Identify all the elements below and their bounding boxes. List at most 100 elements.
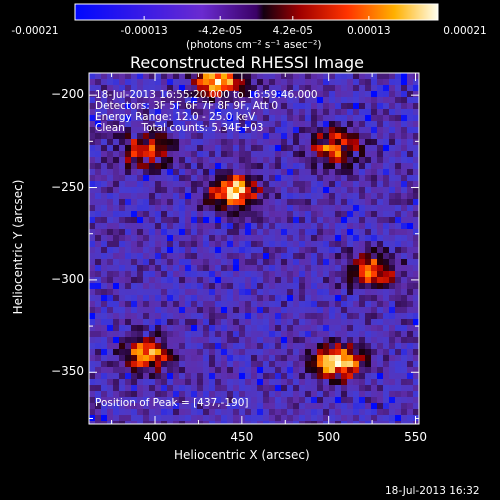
heatmap-cell — [209, 307, 215, 313]
heatmap-cell — [251, 97, 257, 103]
heatmap-cell — [401, 205, 407, 211]
heatmap-cell — [251, 265, 257, 271]
heatmap-cell — [209, 379, 215, 385]
heatmap-cell — [161, 139, 167, 145]
heatmap-cell — [209, 157, 215, 163]
heatmap-cell — [197, 109, 203, 115]
heatmap-cell — [155, 325, 161, 331]
heatmap-cell — [155, 373, 161, 379]
heatmap-cell — [329, 391, 335, 397]
heatmap-cell — [191, 331, 197, 337]
heatmap-cell — [293, 391, 299, 397]
heatmap-cell — [131, 109, 137, 115]
heatmap-cell — [371, 337, 377, 343]
heatmap-cell — [269, 307, 275, 313]
heatmap-cell — [365, 79, 371, 85]
heatmap-cell — [269, 127, 275, 133]
heatmap-cell — [197, 343, 203, 349]
colorbar-tick-label: -0.00013 — [120, 25, 168, 37]
heatmap-cell — [173, 349, 179, 355]
heatmap-cell — [275, 403, 281, 409]
heatmap-cell — [395, 181, 401, 187]
heatmap-cell — [155, 313, 161, 319]
heatmap-cell — [239, 349, 245, 355]
heatmap-cell — [95, 223, 101, 229]
heatmap-cell — [233, 343, 239, 349]
heatmap-cell — [341, 139, 347, 145]
heatmap-cell — [281, 181, 287, 187]
heatmap-cell — [167, 187, 173, 193]
heatmap-cell — [257, 373, 263, 379]
heatmap-cell — [335, 253, 341, 259]
heatmap-cell — [335, 421, 341, 424]
heatmap-cell — [323, 295, 329, 301]
heatmap-cell — [113, 217, 119, 223]
heatmap-cell — [113, 175, 119, 181]
heatmap-cell — [203, 121, 209, 127]
heatmap-cell — [413, 229, 419, 235]
heatmap-cell — [137, 361, 143, 367]
heatmap-cell — [173, 307, 179, 313]
heatmap-cell — [401, 283, 407, 289]
heatmap-cell — [137, 145, 143, 151]
heatmap-cell — [371, 367, 377, 373]
heatmap-cell — [353, 379, 359, 385]
heatmap-cell — [395, 103, 401, 109]
heatmap-cell — [221, 325, 227, 331]
heatmap-cell — [269, 151, 275, 157]
heatmap-cell — [329, 103, 335, 109]
heatmap-cell — [161, 265, 167, 271]
heatmap-cell — [353, 145, 359, 151]
heatmap-cell — [257, 259, 263, 265]
heatmap-cell — [245, 337, 251, 343]
heatmap-cell — [287, 385, 293, 391]
heatmap-cell — [401, 289, 407, 295]
heatmap-cell — [251, 343, 257, 349]
heatmap-cell — [311, 109, 317, 115]
heatmap-cell — [197, 397, 203, 403]
heatmap-cell — [245, 241, 251, 247]
heatmap-cell — [263, 325, 269, 331]
heatmap-cell — [155, 277, 161, 283]
heatmap-cell — [311, 247, 317, 253]
heatmap-cell — [269, 97, 275, 103]
heatmap-cell — [209, 187, 215, 193]
heatmap-cell — [335, 331, 341, 337]
heatmap-cell — [149, 325, 155, 331]
heatmap-cell — [233, 247, 239, 253]
heatmap-cell — [149, 253, 155, 259]
heatmap-cell — [185, 85, 191, 91]
heatmap-cell — [383, 361, 389, 367]
heatmap-cell — [383, 319, 389, 325]
heatmap-cell — [233, 199, 239, 205]
heatmap-cell — [311, 319, 317, 325]
heatmap-cell — [293, 205, 299, 211]
heatmap-cell — [221, 349, 227, 355]
heatmap-cell — [311, 385, 317, 391]
heatmap-cell — [155, 115, 161, 121]
heatmap-cell — [317, 373, 323, 379]
heatmap-cell — [293, 187, 299, 193]
heatmap-cell — [317, 193, 323, 199]
heatmap-cell — [383, 145, 389, 151]
y-tick-label: −350 — [51, 364, 84, 379]
heatmap-cell — [395, 391, 401, 397]
heatmap-cell — [383, 289, 389, 295]
heatmap-cell — [281, 325, 287, 331]
heatmap-cell — [233, 253, 239, 259]
heatmap-cell — [137, 349, 143, 355]
heatmap-cell — [329, 73, 335, 79]
heatmap-cell — [299, 241, 305, 247]
heatmap-cell — [149, 289, 155, 295]
heatmap-cell — [203, 91, 209, 97]
heatmap-cell — [347, 241, 353, 247]
heatmap-cell — [401, 373, 407, 379]
heatmap-cell — [401, 223, 407, 229]
heatmap-cell — [221, 175, 227, 181]
heatmap-cell — [161, 241, 167, 247]
heatmap-cell — [329, 97, 335, 103]
heatmap-cell — [287, 343, 293, 349]
heatmap-cell — [143, 151, 149, 157]
heatmap-cell — [413, 349, 419, 355]
heatmap-cell — [119, 319, 125, 325]
